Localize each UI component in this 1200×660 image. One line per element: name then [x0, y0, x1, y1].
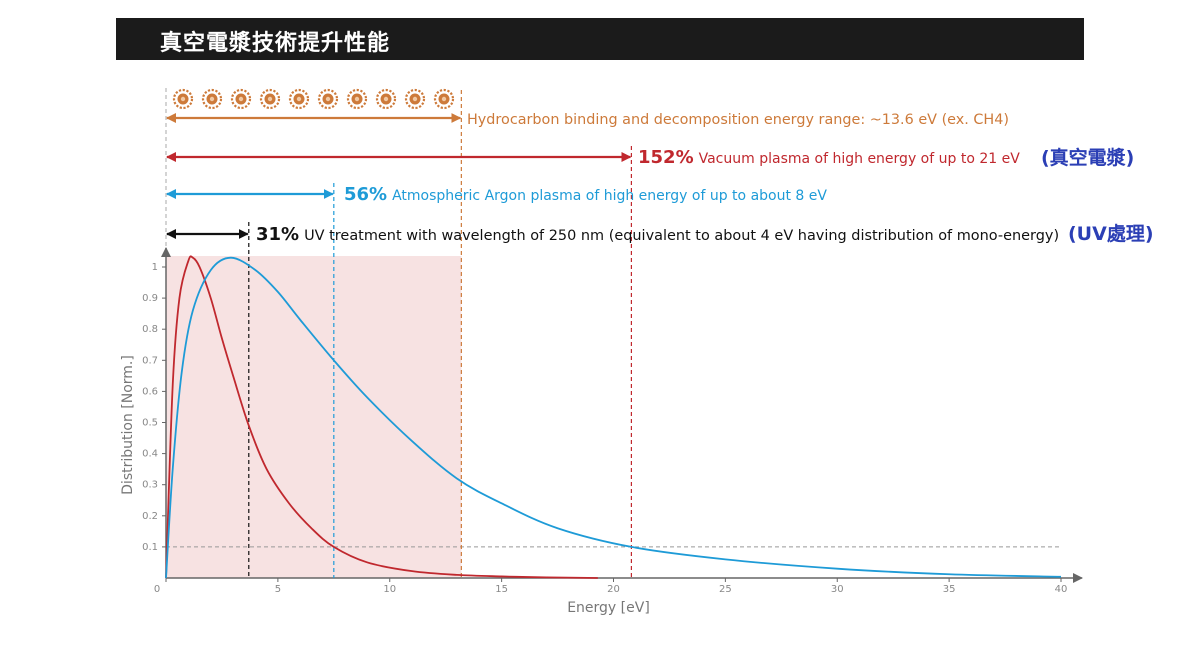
molecule-icon-center — [412, 96, 418, 102]
x-tick-label: 0 — [154, 584, 160, 595]
x-tick-label: 25 — [719, 584, 732, 595]
y-tick-label: 0.7 — [142, 355, 158, 366]
molecule-icon-center — [383, 96, 389, 102]
molecule-icon-center — [209, 96, 215, 102]
vacuum-label: 152% Vacuum plasma of high energy of up t… — [638, 147, 1020, 168]
molecule-icon — [317, 88, 339, 110]
blue-distribution-curve — [165, 256, 1062, 579]
x-tick-label: 15 — [495, 584, 508, 595]
y-axis-label: Distribution [Norm.] — [120, 355, 136, 495]
molecule-icon — [288, 88, 310, 110]
y-tick-label: 0.3 — [142, 480, 158, 491]
molecule-icon-center — [325, 96, 331, 102]
molecule-icon — [172, 88, 194, 110]
red-distribution-curve — [165, 255, 598, 579]
molecule-icon — [346, 88, 368, 110]
molecule-icon — [259, 88, 281, 110]
molecule-icon — [230, 88, 252, 110]
x-tick-label: 35 — [943, 584, 956, 595]
x-tick-label: 30 — [831, 584, 844, 595]
uv-note: (UV處理) — [1068, 223, 1154, 245]
argon-label: 56% Atmospheric Argon plasma of high ener… — [344, 184, 827, 205]
molecule-icon — [433, 88, 455, 110]
hydrocarbon-label: Hydrocarbon binding and decomposition en… — [467, 112, 1009, 128]
title-banner: 真空電漿技術提升性能 — [116, 18, 1084, 60]
vacuum-note: (真空電漿) — [1041, 146, 1134, 169]
molecule-icon — [201, 88, 223, 110]
molecule-icon-center — [180, 96, 186, 102]
x-axis-label: Energy [eV] — [567, 600, 650, 616]
y-tick-label: 0.2 — [142, 511, 158, 522]
y-tick-label: 0.5 — [142, 418, 158, 429]
x-tick-label: 5 — [275, 584, 281, 595]
x-tick-label: 10 — [383, 584, 396, 595]
molecule-icon-center — [267, 96, 273, 102]
y-tick-label: 1 — [152, 262, 158, 273]
molecule-icon-center — [238, 96, 244, 102]
y-tick-label: 0.6 — [142, 386, 158, 397]
x-tick-label: 40 — [1055, 584, 1068, 595]
shaded-energy-region — [166, 256, 462, 578]
y-tick-label: 0.4 — [142, 449, 158, 460]
y-tick-label: 0.8 — [142, 324, 158, 335]
molecule-icon — [375, 88, 397, 110]
molecule-icon-center — [441, 96, 447, 102]
molecule-icon — [404, 88, 426, 110]
molecule-icon-center — [354, 96, 360, 102]
molecule-icon-center — [296, 96, 302, 102]
banner-title: 真空電漿技術提升性能 — [160, 31, 391, 56]
x-tick-label: 20 — [607, 584, 620, 595]
uv-label: 31% UV treatment with wavelength of 250 n… — [256, 224, 1059, 245]
y-tick-label: 0.9 — [142, 293, 158, 304]
y-tick-label: 0.1 — [142, 542, 158, 553]
